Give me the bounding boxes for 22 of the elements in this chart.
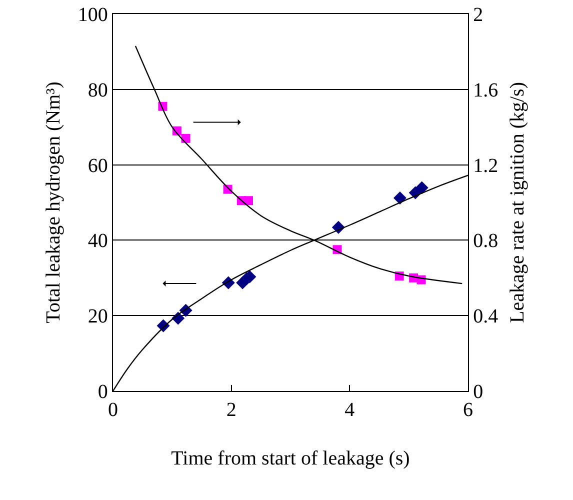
x-tick-label: 4 — [344, 399, 355, 422]
y-tick-label: 100 — [78, 4, 108, 26]
point — [244, 196, 253, 206]
y2-tick-label: 0 — [473, 381, 484, 403]
y-tick-label: 40 — [88, 230, 108, 252]
x-axis-title: Time from start of leakage (s) — [171, 448, 410, 470]
y-tick-label: 0 — [98, 381, 108, 403]
y2-tick-label: 1.6 — [473, 79, 498, 102]
y-tick-label: 20 — [88, 306, 108, 328]
x-tick-label: 2 — [226, 399, 236, 422]
y-tick-label: 60 — [88, 154, 108, 177]
y2-axis-title: Leakage rate at ignition (kg/s) — [506, 82, 529, 324]
point — [393, 191, 406, 204]
point — [415, 181, 428, 194]
y2-tick-label: 1.2 — [473, 154, 498, 177]
y2-tick-label: 0.8 — [473, 230, 498, 252]
y-axis-title: Total leakage hydrogen (Nm³) — [42, 82, 64, 324]
y2-tick-label: 0.4 — [473, 306, 498, 328]
y2-tick-label: 2 — [473, 4, 484, 26]
point — [181, 134, 190, 143]
y-tick-label: 80 — [88, 79, 108, 102]
x-tick-label: 6 — [463, 399, 473, 422]
